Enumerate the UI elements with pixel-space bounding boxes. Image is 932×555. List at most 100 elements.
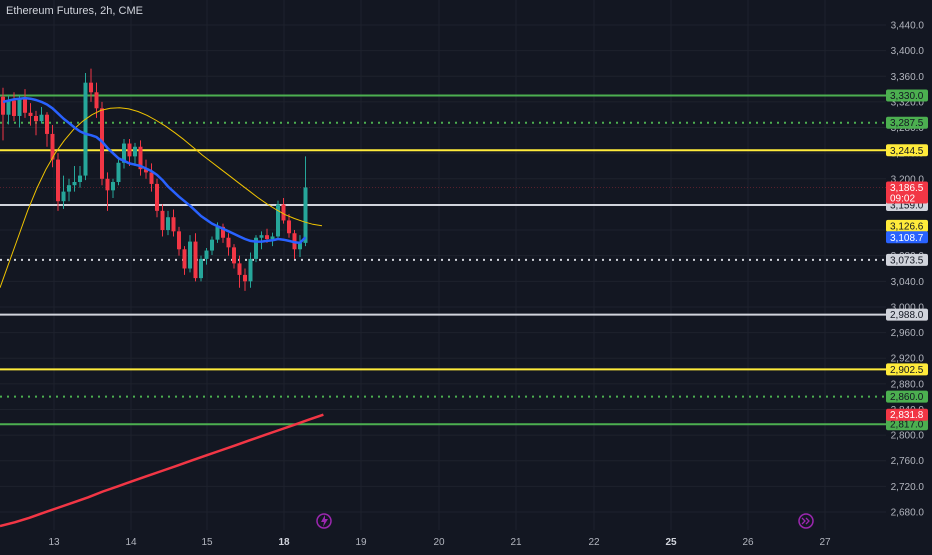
yellow-moving-average[interactable] (0, 107, 323, 288)
x-tick-label: 19 (355, 537, 367, 548)
level-tag-yellow: 2,902.5 (890, 365, 924, 376)
level-tag-white-bg (886, 253, 928, 266)
chart-title: Ethereum Futures, 2h, CME (6, 5, 143, 17)
candle-body[interactable] (188, 241, 192, 269)
candle-body[interactable] (182, 249, 187, 269)
level-tag-green-bg (886, 418, 928, 431)
candle-body[interactable] (72, 181, 77, 186)
candle-body[interactable] (204, 250, 209, 259)
candle-body[interactable] (116, 162, 121, 182)
candle-body[interactable] (28, 112, 33, 116)
level-tag-green: 3,330.0 (890, 91, 924, 102)
candle-body[interactable] (254, 237, 258, 259)
level-tag-yellow-bg (886, 144, 928, 157)
candle-body[interactable] (6, 100, 11, 115)
candle-body[interactable] (67, 185, 71, 192)
y-tick-label: 3,400.0 (891, 46, 925, 57)
candle-body[interactable] (281, 204, 286, 221)
candle-body[interactable] (23, 98, 27, 113)
candle-body[interactable] (243, 274, 247, 282)
lightning-icon[interactable] (316, 513, 332, 529)
candle-body[interactable] (276, 204, 280, 237)
candle-body[interactable] (17, 98, 22, 116)
blue-moving-average[interactable] (2, 96, 307, 245)
double-chevron-right-icon-glyph (801, 517, 810, 525)
price-tag-yellow_ma-bg (886, 219, 928, 232)
price-tag-red_ma-bg (886, 408, 928, 421)
price-tag-yellow_ma: 3,126.6 (890, 221, 924, 232)
double-chevron-right-icon[interactable] (798, 513, 814, 529)
y-tick-label: 2,680.0 (891, 508, 925, 519)
candle-body[interactable] (287, 220, 291, 234)
candle-body[interactable] (177, 231, 181, 250)
candle-body[interactable] (122, 143, 126, 163)
level-tag-green: 2,817.0 (890, 420, 924, 431)
y-tick-label: 3,200.0 (891, 174, 925, 185)
candle-body[interactable] (12, 100, 16, 116)
candle-body[interactable] (199, 258, 203, 279)
x-tick-label: 18 (278, 537, 290, 548)
candle-body[interactable] (155, 183, 159, 211)
candle-body[interactable] (1, 96, 5, 115)
candle-body[interactable] (83, 82, 88, 176)
candle-body[interactable] (111, 181, 115, 191)
x-tick-label: 21 (510, 537, 522, 548)
candle-body[interactable] (127, 143, 132, 157)
candle-body[interactable] (133, 146, 137, 157)
x-tick-label: 27 (819, 537, 831, 548)
candle-body[interactable] (171, 217, 176, 232)
candle-body[interactable] (270, 236, 275, 240)
y-tick-label: 2,880.0 (891, 379, 925, 390)
candle-body[interactable] (303, 187, 308, 243)
candle-body[interactable] (105, 178, 110, 191)
x-tick-label: 14 (125, 537, 137, 548)
candle-body[interactable] (215, 226, 220, 240)
candle-body[interactable] (144, 169, 148, 173)
candle-body[interactable] (166, 217, 170, 231)
candle-body[interactable] (160, 210, 165, 231)
candle-body[interactable] (45, 114, 49, 134)
candle-body[interactable] (248, 258, 253, 282)
y-tick-label: 3,320.0 (891, 97, 925, 108)
candle-body[interactable] (94, 92, 99, 109)
y-tick-label: 3,000.0 (891, 302, 925, 313)
candle-body[interactable] (149, 172, 154, 184)
candle-body[interactable] (89, 82, 93, 93)
candle-body[interactable] (78, 175, 82, 182)
candle-body[interactable] (221, 226, 225, 238)
candle-body[interactable] (61, 191, 66, 202)
price-tag-last_price-bg (886, 181, 928, 204)
price-tag-last_price: 3,186.5 (890, 183, 924, 194)
symbol-name: Ethereum Futures (6, 5, 95, 17)
level-tag-green-bg (886, 89, 928, 102)
candle-body[interactable] (265, 235, 269, 240)
x-tick-label: 13 (48, 537, 60, 548)
candle-body[interactable] (56, 159, 60, 202)
level-tag-green-bg (886, 116, 928, 129)
y-tick-label: 2,720.0 (891, 482, 925, 493)
x-tick-label: 22 (588, 537, 600, 548)
level-tag-white-bg (886, 308, 928, 321)
red-moving-average[interactable] (0, 413, 324, 528)
level-tag-green: 2,860.0 (890, 392, 924, 403)
candle-body[interactable] (232, 247, 236, 264)
candle-body[interactable] (100, 108, 104, 179)
interval: 2h (100, 5, 113, 17)
candle-body[interactable] (193, 241, 198, 279)
x-tick-label: 15 (201, 537, 213, 548)
candle-body[interactable] (210, 239, 214, 251)
candle-body[interactable] (259, 235, 264, 238)
candle-body[interactable] (50, 133, 55, 160)
x-tick-label: 20 (433, 537, 445, 548)
candle-body[interactable] (138, 146, 143, 170)
level-tag-white: 3,073.5 (890, 255, 924, 266)
candle-body[interactable] (237, 263, 242, 275)
candle-body[interactable] (34, 115, 38, 122)
candle-body[interactable] (39, 114, 44, 122)
candle-body[interactable] (226, 237, 231, 248)
candle-body[interactable] (298, 242, 302, 250)
level-tag-white: 2,988.0 (890, 310, 924, 321)
